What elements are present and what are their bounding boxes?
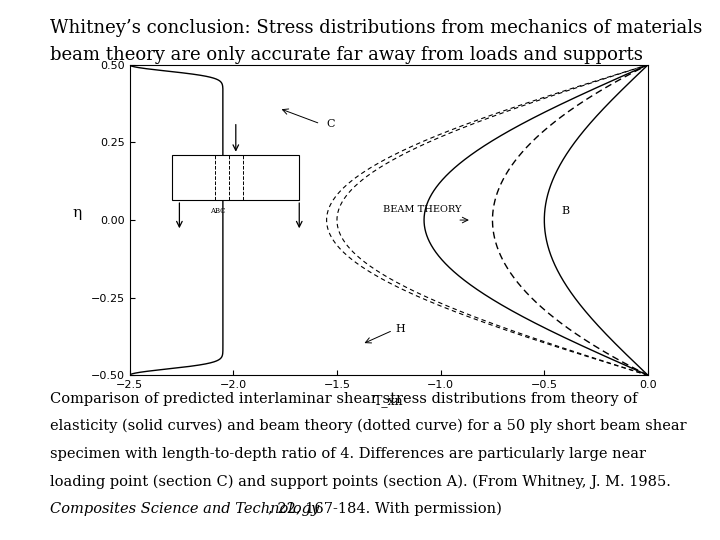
Text: BEAM THEORY: BEAM THEORY [382, 205, 461, 214]
X-axis label: T_xn: T_xn [374, 394, 404, 407]
Text: H: H [395, 324, 405, 334]
Text: B: B [561, 206, 569, 216]
Text: C: C [327, 119, 335, 129]
Text: Composites Science and Technology: Composites Science and Technology [50, 502, 320, 516]
Text: loading point (section C) and support points (section A). (From Whitney, J. M. 1: loading point (section C) and support po… [50, 474, 671, 489]
Text: ABC: ABC [210, 207, 226, 215]
Bar [172, 154, 300, 200]
Text: Whitney’s conclusion: Stress distributions from mechanics of materials: Whitney’s conclusion: Stress distributio… [50, 19, 703, 37]
Y-axis label: η: η [72, 206, 81, 220]
Text: beam theory are only accurate far away from loads and supports: beam theory are only accurate far away f… [50, 46, 643, 64]
Text: , 22, 167-184. With permission): , 22, 167-184. With permission) [268, 502, 502, 516]
Text: elasticity (solid curves) and beam theory (dotted curve) for a 50 ply short beam: elasticity (solid curves) and beam theor… [50, 419, 687, 434]
Text: Comparison of predicted interlaminar shear stress distributions from theory of: Comparison of predicted interlaminar she… [50, 392, 638, 406]
Text: specimen with length-to-depth ratio of 4. Differences are particularly large nea: specimen with length-to-depth ratio of 4… [50, 447, 647, 461]
